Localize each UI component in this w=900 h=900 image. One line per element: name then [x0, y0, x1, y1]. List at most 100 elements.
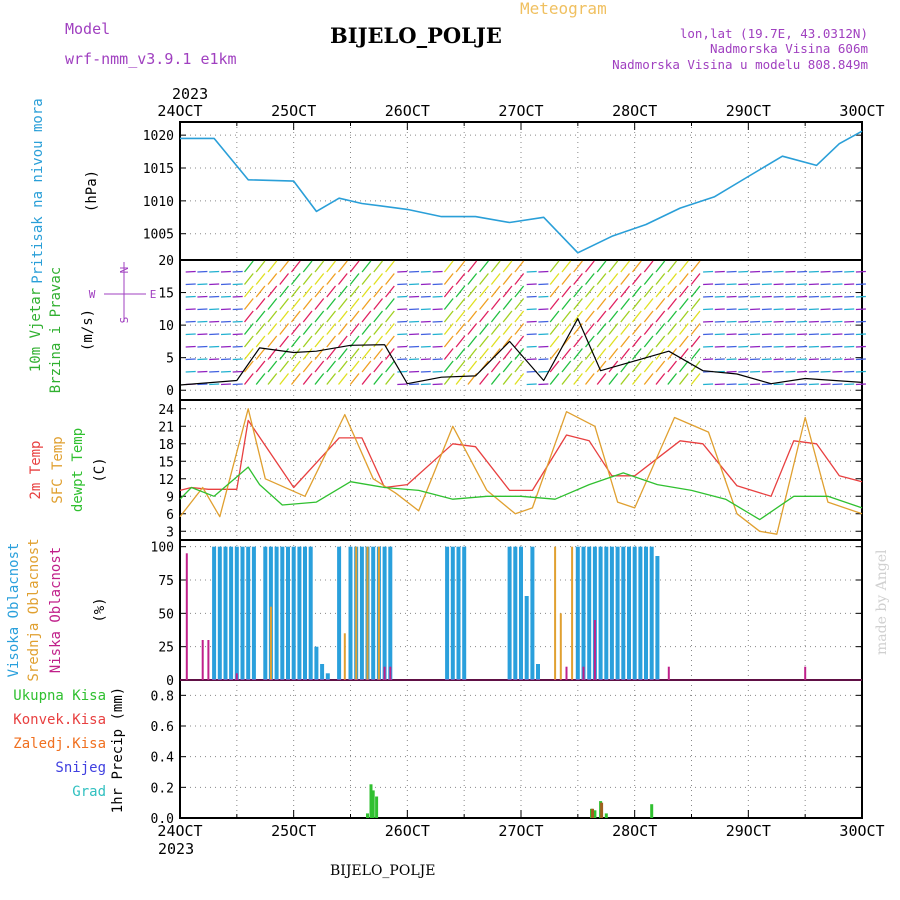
- cloud-bar: [389, 666, 392, 680]
- wind-barb: [750, 383, 761, 386]
- wind-barb: [808, 270, 819, 273]
- wind-barb: [490, 360, 501, 373]
- cloud-bar: [565, 666, 568, 680]
- wind-barb: [773, 345, 784, 348]
- wind-barb: [526, 320, 537, 323]
- wind-barb: [738, 370, 749, 373]
- wind-barb: [514, 348, 525, 360]
- y-tick-label: 1005: [143, 228, 174, 243]
- wind-barb: [443, 260, 454, 273]
- wind-barb: [409, 333, 420, 336]
- precip-bar: [593, 810, 597, 818]
- wind-barb: [714, 358, 725, 361]
- wind-barb: [631, 348, 642, 360]
- wind-barb: [761, 295, 772, 298]
- pressure-units: (hPa): [84, 170, 100, 212]
- precip-bar: [375, 796, 379, 818]
- wind-barb: [608, 310, 619, 323]
- wind-barb: [538, 270, 549, 273]
- wind-barb: [326, 323, 337, 335]
- wind-barb: [220, 333, 231, 336]
- wind-barb: [608, 260, 619, 273]
- wind-barb: [855, 270, 866, 273]
- wind-barb: [738, 320, 749, 323]
- wind-barb: [290, 373, 301, 385]
- cloud-bar: [297, 546, 302, 680]
- y-tick-label: 15: [158, 287, 174, 302]
- wind-barb: [337, 348, 348, 360]
- y-tick-label: 1015: [143, 162, 174, 177]
- wind-barb: [502, 360, 513, 373]
- wind-barb: [738, 345, 749, 348]
- wind-barb: [290, 360, 301, 373]
- wind-barb: [549, 285, 560, 298]
- wind-barb: [255, 310, 266, 323]
- wind-barb: [596, 360, 607, 373]
- wind-barb: [820, 270, 831, 273]
- wind-barb: [573, 298, 583, 310]
- wind-barb: [690, 298, 701, 310]
- wind-barb: [690, 260, 701, 273]
- wind-barb: [797, 370, 808, 373]
- wind-barb: [385, 260, 395, 273]
- precip-legend-item: Grad: [72, 784, 106, 800]
- wind-barb: [302, 273, 313, 285]
- wind-barb: [797, 308, 808, 311]
- compass-n: N: [118, 267, 131, 274]
- x-tick-label-bottom: 28OCT: [612, 822, 657, 840]
- cloud-bar: [235, 673, 238, 680]
- wind-barb: [302, 323, 313, 335]
- wind-barb: [832, 320, 843, 323]
- wind-barb: [738, 283, 749, 286]
- wind-barb: [349, 323, 360, 335]
- cloud-bar: [234, 546, 239, 680]
- wind-barb: [373, 310, 384, 323]
- wind-barb: [797, 345, 808, 348]
- wind-barb: [703, 308, 714, 311]
- wind-barb: [855, 295, 866, 298]
- wind-barb: [726, 320, 737, 323]
- wind-barb: [631, 273, 642, 285]
- wind-barb: [738, 383, 749, 386]
- wind-barb: [232, 283, 243, 286]
- y-tick-label: 0.2: [151, 781, 174, 796]
- wind-barb: [255, 323, 266, 335]
- wind-barb: [750, 370, 761, 373]
- wind-barb: [197, 358, 208, 361]
- cloud-bar: [507, 546, 512, 680]
- wind-barb: [726, 308, 737, 311]
- wind-barb: [185, 320, 196, 323]
- wind-barb: [361, 323, 372, 335]
- panels: 1005101010151020051015203691215182124025…: [6, 98, 885, 840]
- wind-barb: [785, 370, 796, 373]
- wind-barb: [726, 358, 737, 361]
- wind-barb: [267, 373, 278, 385]
- wind-barb: [455, 360, 466, 373]
- wind-barb: [220, 308, 231, 311]
- wind-barb: [690, 310, 701, 323]
- precip-bar: [591, 808, 594, 818]
- wind-barb: [397, 345, 408, 348]
- wind-barb: [596, 335, 607, 348]
- wind-barb: [255, 285, 266, 298]
- wind-barb: [549, 298, 560, 310]
- wind-barb: [349, 360, 360, 373]
- wind-barb: [243, 260, 254, 273]
- wind-barb: [197, 308, 208, 311]
- wind-barb: [631, 285, 642, 298]
- year-bottom: 2023: [158, 840, 194, 858]
- wind-barb: [714, 295, 725, 298]
- wind-barb: [538, 283, 549, 286]
- cloud-bar: [632, 546, 637, 680]
- wind-barb: [349, 310, 360, 323]
- wind-barb: [326, 348, 337, 360]
- cloud-bar: [581, 546, 586, 680]
- wind-barb: [608, 373, 619, 385]
- y-tick-label: 15: [158, 455, 174, 470]
- wind-barb: [750, 308, 761, 311]
- wind-barb: [373, 348, 384, 360]
- wind-barb: [232, 345, 243, 348]
- cloud-bar: [519, 546, 523, 680]
- wind-barb: [631, 298, 642, 310]
- wind-barb: [279, 273, 290, 285]
